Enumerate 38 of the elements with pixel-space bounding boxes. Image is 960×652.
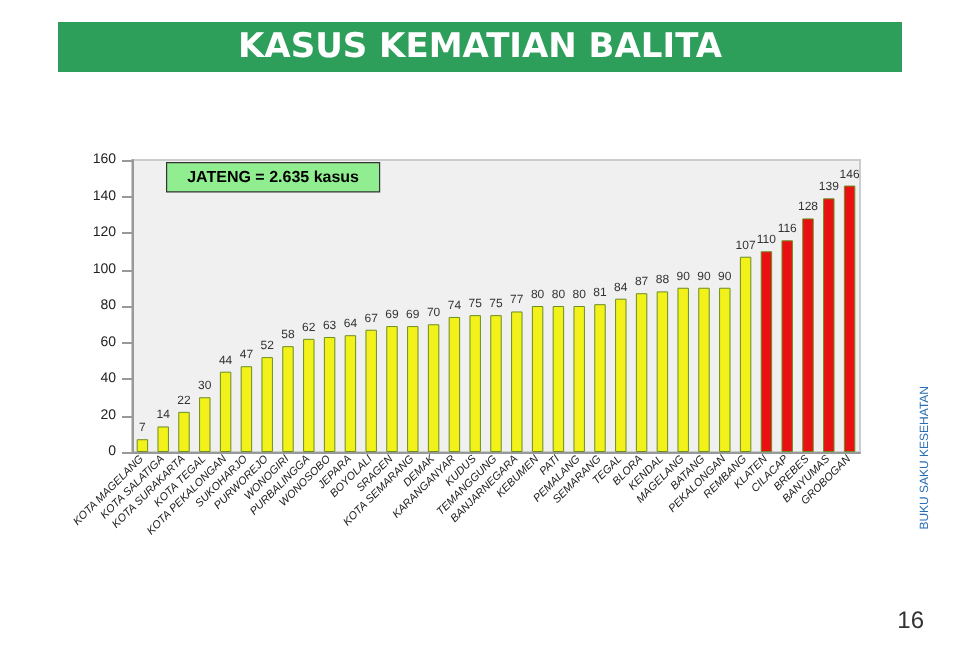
bar bbox=[635, 293, 648, 452]
bar bbox=[282, 346, 294, 452]
bar bbox=[594, 304, 606, 452]
bar bbox=[511, 311, 523, 452]
bar bbox=[739, 256, 752, 452]
bar bbox=[178, 411, 190, 452]
bar bbox=[303, 338, 315, 452]
bar bbox=[157, 426, 169, 452]
bar bbox=[219, 371, 232, 452]
bar bbox=[448, 316, 461, 452]
bar bbox=[323, 337, 336, 452]
bar bbox=[615, 298, 627, 452]
bar bbox=[490, 315, 502, 452]
bar bbox=[531, 306, 544, 452]
bar bbox=[261, 357, 273, 452]
bar bbox=[656, 291, 669, 452]
text: 16 bbox=[897, 606, 925, 634]
bar bbox=[136, 439, 149, 452]
bar bbox=[677, 287, 689, 452]
bar bbox=[427, 324, 440, 452]
bar bbox=[719, 287, 731, 452]
bar bbox=[698, 287, 710, 452]
bar bbox=[344, 335, 357, 452]
bar bbox=[552, 306, 565, 452]
bar bbox=[199, 397, 211, 452]
chart-title: KASUS KEMATIAN BALITA bbox=[237, 27, 724, 67]
bar bbox=[781, 240, 793, 452]
bar bbox=[843, 185, 856, 452]
annotation: JATENG = 2.635 kasus bbox=[187, 168, 361, 187]
bar bbox=[573, 306, 585, 452]
bar bbox=[386, 326, 398, 452]
bar bbox=[365, 329, 377, 452]
bar bbox=[823, 198, 835, 452]
bar bbox=[469, 315, 481, 452]
bar bbox=[240, 366, 253, 452]
bar bbox=[760, 251, 773, 452]
bar bbox=[802, 218, 814, 452]
bar bbox=[407, 326, 419, 452]
